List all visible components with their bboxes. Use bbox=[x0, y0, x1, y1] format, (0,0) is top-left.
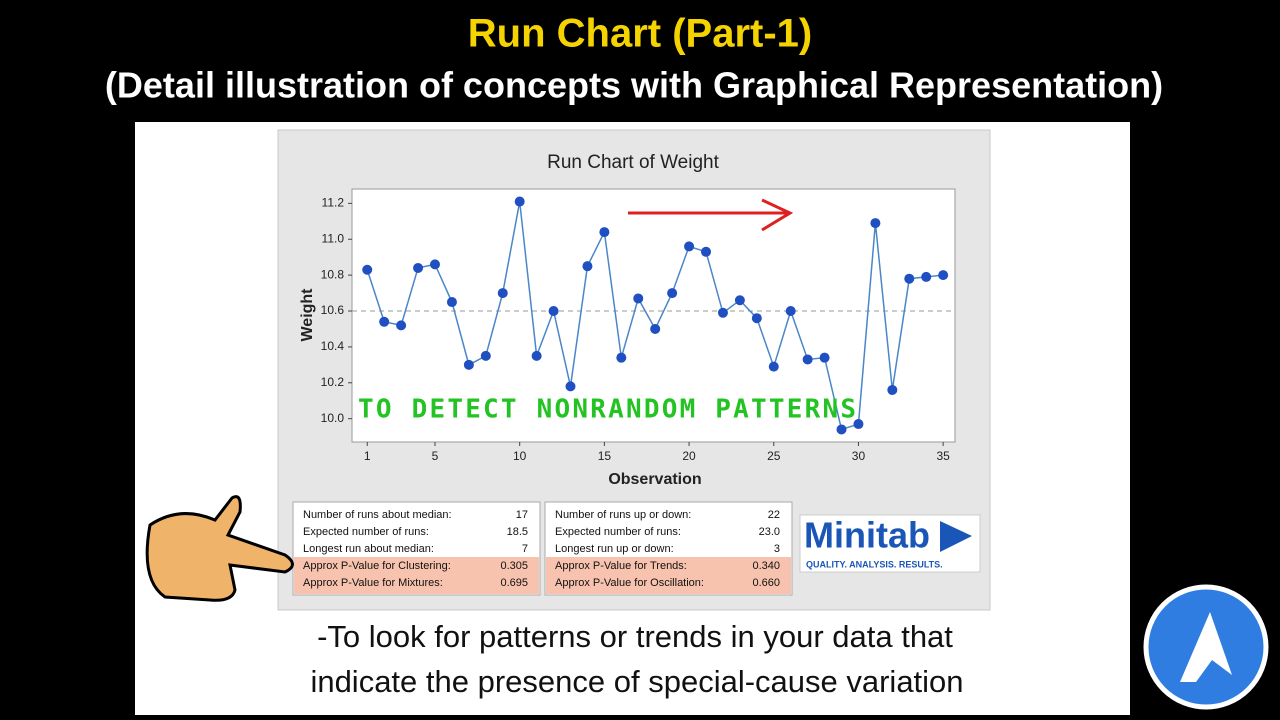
data-point bbox=[599, 227, 610, 238]
y-tick-label: 10.8 bbox=[321, 267, 345, 281]
y-tick-label: 11.0 bbox=[322, 231, 345, 245]
data-point bbox=[667, 288, 678, 299]
data-point bbox=[531, 350, 542, 361]
stats-label: Approx P-Value for Trends: bbox=[555, 560, 687, 572]
x-tick-label: 25 bbox=[767, 449, 781, 463]
data-point bbox=[362, 264, 373, 275]
stats-value: 18.5 bbox=[507, 526, 528, 538]
stats-value: 7 bbox=[522, 543, 528, 555]
y-tick-label: 10.0 bbox=[321, 411, 345, 425]
y-tick-label: 10.6 bbox=[321, 303, 345, 317]
chart-title: Run Chart of Weight bbox=[547, 152, 720, 173]
data-point bbox=[514, 196, 525, 207]
stats-value: 0.340 bbox=[752, 560, 780, 572]
stats-label: Approx P-Value for Mixtures: bbox=[303, 577, 443, 589]
channel-logo-mark bbox=[1180, 612, 1232, 682]
data-point bbox=[870, 218, 881, 229]
data-point bbox=[853, 419, 864, 430]
stats-value: 0.695 bbox=[500, 577, 528, 589]
stats-value: 0.305 bbox=[500, 560, 528, 572]
data-point bbox=[751, 313, 762, 324]
data-point bbox=[717, 307, 728, 318]
x-tick-label: 1 bbox=[364, 449, 371, 463]
stats-highlight bbox=[294, 557, 539, 594]
stats-label: Longest run about median: bbox=[303, 543, 434, 555]
subtitle: (Detail illustration of concepts with Gr… bbox=[105, 65, 1163, 106]
logo-name: Minitab bbox=[804, 515, 930, 556]
data-point bbox=[616, 352, 627, 363]
plot: 10.010.210.410.610.811.011.21 5 10 15 20 25 30… bbox=[321, 196, 955, 463]
y-tick-label: 11.2 bbox=[322, 196, 345, 210]
data-point bbox=[650, 323, 661, 334]
title: Run Chart (Part-1) bbox=[468, 12, 812, 56]
x-tick-label: 20 bbox=[682, 449, 696, 463]
data-point bbox=[446, 297, 457, 308]
data-point bbox=[921, 271, 932, 282]
data-point bbox=[684, 241, 695, 252]
stats-label: Number of runs up or down: bbox=[555, 509, 691, 521]
x-tick-label: 30 bbox=[852, 449, 866, 463]
x-tick-label: 15 bbox=[598, 449, 612, 463]
data-point bbox=[379, 316, 390, 327]
data-point bbox=[413, 262, 424, 273]
stats-value: 22 bbox=[768, 509, 780, 521]
stats-value: 17 bbox=[516, 509, 528, 521]
data-point bbox=[734, 295, 745, 306]
stats-label: Approx P-Value for Oscillation: bbox=[555, 577, 704, 589]
data-point bbox=[396, 320, 407, 331]
stats-label: Number of runs about median: bbox=[303, 509, 452, 521]
stats-value: 0.660 bbox=[752, 577, 780, 589]
stats-label: Expected number of runs: bbox=[555, 526, 681, 538]
data-point bbox=[938, 270, 949, 281]
y-axis-label: Weight bbox=[299, 288, 316, 342]
data-point bbox=[429, 259, 440, 270]
data-point bbox=[785, 306, 796, 317]
logo-tagline: QUALITY. ANALYSIS. RESULTS. bbox=[806, 559, 943, 569]
x-tick-label: 35 bbox=[936, 449, 950, 463]
stats-label: Longest run up or down: bbox=[555, 543, 674, 555]
data-point bbox=[582, 261, 593, 272]
data-point bbox=[836, 424, 847, 435]
data-point bbox=[819, 352, 830, 363]
footer-line: indicate the presence of special-cause v… bbox=[310, 664, 963, 699]
y-tick-label: 10.4 bbox=[321, 339, 345, 353]
data-point bbox=[497, 288, 508, 299]
x-tick-label: 10 bbox=[513, 449, 527, 463]
hand-icon bbox=[145, 495, 294, 602]
x-tick-label: 5 bbox=[432, 449, 439, 463]
data-point bbox=[565, 381, 576, 392]
stats-highlight bbox=[546, 557, 791, 594]
plot-area bbox=[351, 188, 956, 443]
stats-value: 3 bbox=[774, 543, 780, 555]
footer-line: -To look for patterns or trends in your … bbox=[317, 619, 953, 654]
data-point bbox=[463, 359, 474, 370]
data-point bbox=[802, 354, 813, 365]
data-point bbox=[887, 384, 898, 395]
data-point bbox=[904, 273, 915, 284]
stats-value: 23.0 bbox=[759, 526, 780, 538]
stats-label: Expected number of runs: bbox=[303, 526, 429, 538]
stats-label: Approx P-Value for Clustering: bbox=[303, 560, 451, 572]
data-point bbox=[633, 293, 644, 304]
logo-mark bbox=[940, 521, 972, 552]
x-axis-label: Observation bbox=[608, 471, 701, 488]
data-point bbox=[548, 306, 559, 317]
stats: Number of runs about median: 17 Expected n… bbox=[292, 501, 793, 596]
y-tick-label: 10.2 bbox=[321, 375, 345, 389]
arrow-head bbox=[761, 198, 794, 232]
data-point bbox=[480, 350, 491, 361]
data-point bbox=[701, 246, 712, 257]
data-point bbox=[768, 361, 779, 372]
